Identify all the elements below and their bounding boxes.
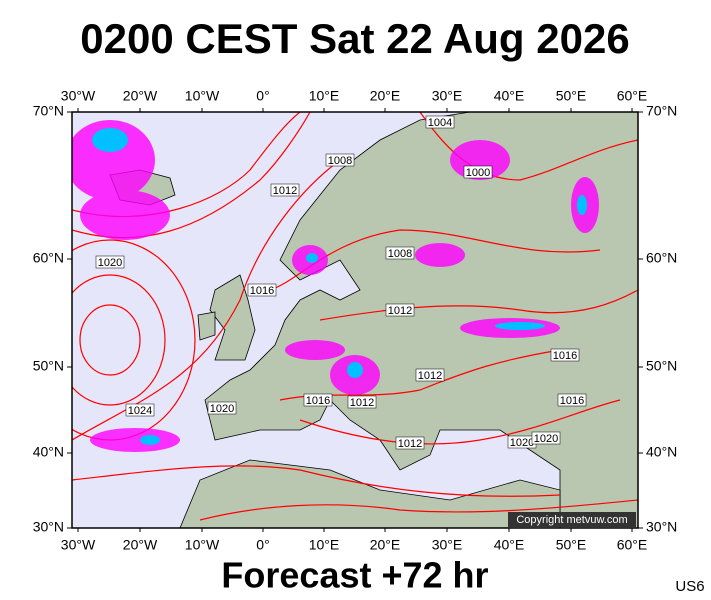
isobar-label-box <box>415 368 445 382</box>
lon-label: 30°W <box>61 88 96 104</box>
isobar-label: 1016 <box>250 285 274 297</box>
isobar-label-box <box>463 165 493 179</box>
lon-label: 30°W <box>61 537 96 553</box>
lat-label: 60°N <box>33 250 64 266</box>
isobar-label-box <box>557 393 587 407</box>
lat-label: 50°N <box>646 358 677 374</box>
lat-label: 50°N <box>33 358 64 374</box>
lon-label: 20°E <box>370 537 401 553</box>
lat-label: 60°N <box>646 250 677 266</box>
isobar-label-box <box>347 395 377 409</box>
isobar-label: 1012 <box>273 185 297 197</box>
isobar-label: 1020 <box>210 403 234 415</box>
isobar-label-box <box>125 403 155 417</box>
lon-label: 20°W <box>123 88 158 104</box>
isobar-label-box <box>425 115 455 129</box>
lon-label: 60°E <box>617 88 648 104</box>
lon-label: 30°E <box>432 537 463 553</box>
isobar-label-box <box>385 303 415 317</box>
lon-label: 20°E <box>370 88 401 104</box>
lon-label: 30°E <box>432 88 463 104</box>
forecast-label: Forecast +72 hr <box>221 555 488 596</box>
lat-label: 40°N <box>33 444 64 460</box>
isobar-label: 1012 <box>388 305 412 317</box>
isobar-label: 1012 <box>350 397 374 409</box>
lat-label: 30°N <box>646 519 677 535</box>
isobar-label: 1020 <box>534 433 558 445</box>
title: 0200 CEST Sat 22 Aug 2026 <box>80 15 629 62</box>
lon-label: 0° <box>256 537 269 553</box>
isobar-label: 1000 <box>466 167 490 179</box>
isobar-label-box <box>531 431 561 445</box>
isobar-label: 1012 <box>418 370 442 382</box>
lon-label: 10°W <box>185 537 220 553</box>
lon-label: 10°E <box>309 537 340 553</box>
copyright: Copyright metvuw.com <box>516 514 627 526</box>
lon-label: 60°E <box>617 537 648 553</box>
code: US6 <box>675 578 704 595</box>
lon-label: 50°E <box>556 537 587 553</box>
isobar-label: 1012 <box>398 438 422 450</box>
isobar-label-box <box>247 283 277 297</box>
lon-label: 10°E <box>309 88 340 104</box>
isobar-label-box <box>385 246 415 260</box>
isobar-label: 1004 <box>428 117 452 129</box>
land <box>109 112 638 528</box>
isobar-label: 1008 <box>328 155 352 167</box>
lon-label: 40°E <box>494 88 525 104</box>
isobar-label: 1016 <box>560 395 584 407</box>
isobar-label: 1024 <box>128 405 152 417</box>
lon-label: 50°E <box>556 88 587 104</box>
lon-label: 20°W <box>123 537 158 553</box>
lon-label: 0° <box>256 88 269 104</box>
isobar-label-box <box>395 436 425 450</box>
isobar-label-box <box>325 153 355 167</box>
lat-label: 40°N <box>646 444 677 460</box>
isobar-label: 1016 <box>553 350 577 362</box>
isobar-label: 1016 <box>306 395 330 407</box>
isobar-label-box <box>95 255 125 269</box>
isobar-label: 1020 <box>98 257 122 269</box>
isobar-label-box <box>303 393 333 407</box>
copyright-box <box>508 512 636 527</box>
isobar-label: 1020 <box>510 437 534 449</box>
isobar-label-box <box>207 401 237 415</box>
map-frame <box>71 111 639 529</box>
lat-label: 70°N <box>646 103 677 119</box>
isobar-label-box <box>550 348 580 362</box>
heavy-precipitation <box>92 128 587 445</box>
isobar-label: 1008 <box>388 248 412 260</box>
map-area: 1008 1012 1000 1004 1020 1016 1008 1012 1016 1012… <box>72 112 638 528</box>
lon-label: 40°E <box>494 537 525 553</box>
isobar-label-box <box>270 183 300 197</box>
lat-label: 30°N <box>33 519 64 535</box>
lat-label: 70°N <box>33 103 64 119</box>
lon-label: 10°W <box>185 88 220 104</box>
